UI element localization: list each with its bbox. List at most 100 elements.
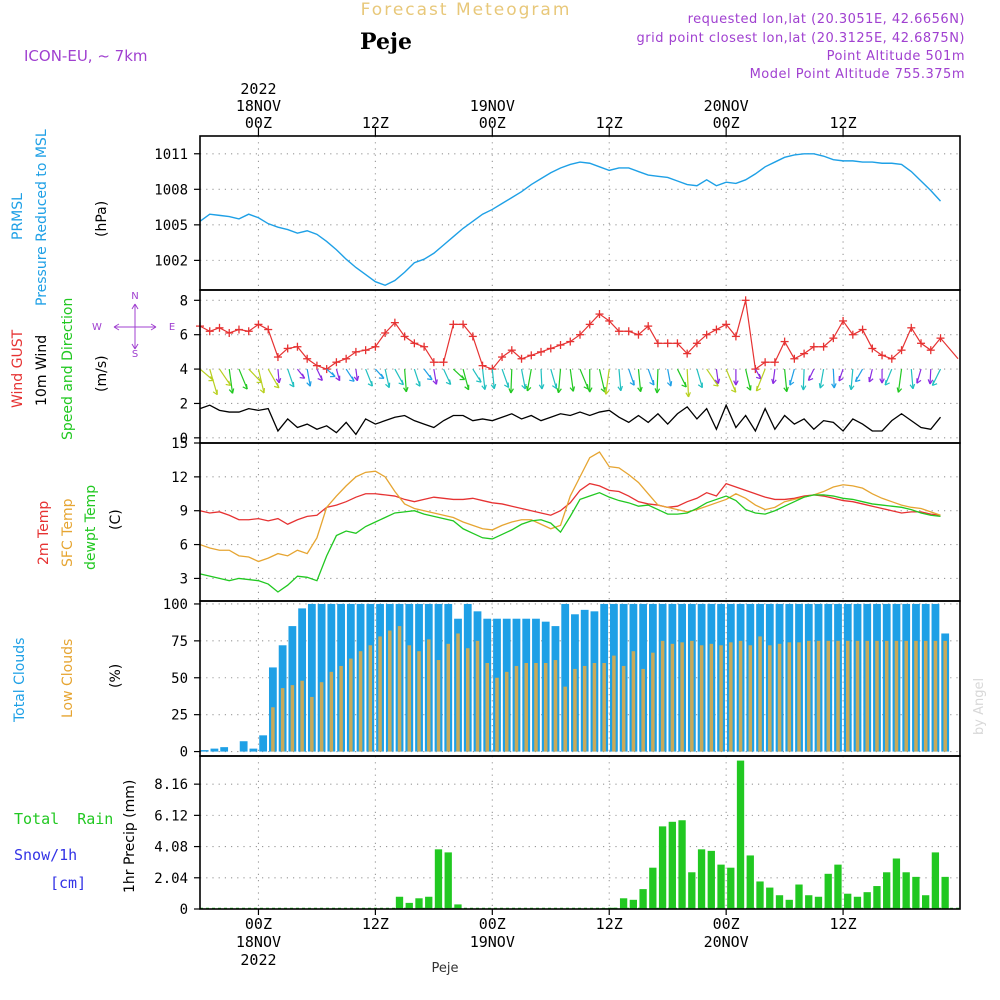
low-clouds-bar	[524, 663, 528, 752]
low-clouds-bar	[300, 680, 304, 752]
arrow-head-b	[786, 386, 789, 392]
arrow-head-a	[848, 384, 852, 391]
wind-gust-marker	[420, 342, 429, 351]
arrow-shaft	[784, 369, 788, 392]
arrow-head-a	[909, 384, 914, 390]
arrow-head-a	[353, 376, 358, 382]
wind-gust-marker	[683, 349, 692, 358]
wind-direction-arrow	[238, 368, 248, 390]
pressure-ytick-label: 1002	[154, 253, 188, 269]
low-clouds-bar	[670, 643, 675, 752]
arrow-head-a	[714, 379, 719, 385]
model-point-altitude: Model Point Altitude 755.375m	[750, 67, 965, 82]
temp-label-1: 2m Temp	[36, 501, 52, 565]
wind-gust-marker	[770, 358, 779, 367]
rain-bar	[873, 886, 881, 909]
wind-direction-arrow	[896, 368, 903, 393]
arrow-shaft	[569, 368, 574, 392]
wind-gust-marker	[809, 342, 818, 351]
wind-direction-arrow	[848, 369, 855, 391]
rain-bar	[775, 895, 784, 909]
wind-direction-arrow	[228, 368, 235, 394]
arrow-head-a	[242, 386, 248, 390]
arrow-head-b	[493, 383, 497, 389]
wind-direction-arrow	[525, 368, 532, 392]
temp-2m-line	[199, 482, 941, 525]
pressure-ytick-label: 1008	[154, 182, 188, 198]
temp-label-3: dewpt Temp	[83, 485, 99, 570]
rain-bar	[697, 849, 706, 909]
wind-gust-marker	[653, 339, 662, 348]
wind-speed-line	[199, 403, 942, 436]
total-clouds-bar	[307, 603, 316, 752]
arrow-head-b	[884, 382, 890, 386]
arrow-shaft	[413, 368, 421, 387]
rain-bar	[678, 820, 686, 909]
arrow-head-a	[490, 384, 495, 390]
wind-direction-arrow	[838, 368, 844, 382]
arrow-head-b	[932, 383, 938, 386]
rain-bar	[941, 876, 949, 909]
wind-gust-marker	[761, 358, 770, 367]
wind-direction-arrow	[472, 368, 482, 383]
rain-bar	[834, 864, 842, 909]
low-clouds-bar	[641, 668, 645, 752]
low-clouds-bar	[495, 677, 499, 752]
watermark: by Angel	[972, 678, 987, 735]
low-clouds-bar	[680, 642, 684, 752]
wind-gust-marker	[917, 339, 926, 348]
wind-direction-arrow	[868, 368, 874, 383]
model-label: ICON-EU, ~ 7km	[24, 47, 148, 65]
top-xtick-label: 12Z	[830, 114, 857, 132]
rain-bar	[425, 896, 433, 909]
temp-ytick-label: 6	[180, 538, 188, 554]
arrow-shaft	[605, 368, 610, 395]
wind-gust-marker	[361, 346, 370, 355]
top-xtick-label: 00Z	[713, 114, 740, 132]
arrow-head-b	[461, 375, 466, 380]
arrow-shaft	[676, 368, 687, 388]
wind-gust-marker	[264, 325, 273, 334]
low-clouds-bar	[807, 640, 811, 752]
arrow-head-a	[746, 386, 751, 391]
wind-direction-arrow	[374, 368, 385, 379]
wind-gust-marker	[234, 325, 243, 334]
low-clouds-bar	[310, 696, 314, 752]
arrow-head-a	[629, 382, 635, 386]
arrow-head-b	[868, 378, 874, 383]
low-clouds-bar	[280, 688, 285, 752]
arrow-shaft	[579, 368, 589, 390]
arrow-head-a	[637, 387, 642, 393]
rain-bar	[658, 826, 667, 909]
arrow-head-b	[855, 379, 861, 383]
bottom-xtick-label: 00Z	[713, 915, 740, 933]
arrow-head-a	[666, 382, 672, 387]
arrow-shaft	[526, 368, 532, 392]
low-clouds-bar	[826, 640, 831, 752]
arrow-head-b	[278, 377, 282, 384]
arrow-head-a	[854, 376, 858, 382]
arrow-head-b	[356, 375, 360, 381]
wind-direction-arrow	[550, 368, 558, 389]
bottom-xtick-label: 00Z	[479, 915, 506, 933]
rain-bar	[405, 902, 413, 909]
rain-bar	[902, 872, 910, 909]
pressure-line	[199, 153, 942, 287]
arrow-head-b	[656, 388, 661, 394]
bottom-xtick-label: 12Z	[362, 915, 389, 933]
temp-labels: 2m Temp SFC Temp dewpt Temp (C)	[36, 485, 124, 570]
precip-labels: Total Rain Snow/1h [cm] 1hr Precip (mm)	[14, 780, 138, 893]
temp-sfc-line	[199, 451, 941, 563]
wind-gust-marker	[839, 316, 848, 325]
requested-coordinates: requested lon,lat (20.3051E, 42.6656N)	[688, 12, 965, 27]
precip-ytick-label: 8.16	[154, 777, 188, 793]
pressure-ytick-label: 1005	[154, 218, 188, 234]
wind-gust-marker	[527, 351, 536, 360]
temp-ytick-label: 9	[180, 504, 188, 520]
clouds-ytick-label: 0	[180, 745, 188, 761]
wind-direction-arrow	[586, 369, 593, 393]
arrow-head-a	[733, 380, 737, 386]
arrow-head-b	[670, 381, 673, 387]
low-clouds-bar	[388, 630, 392, 752]
